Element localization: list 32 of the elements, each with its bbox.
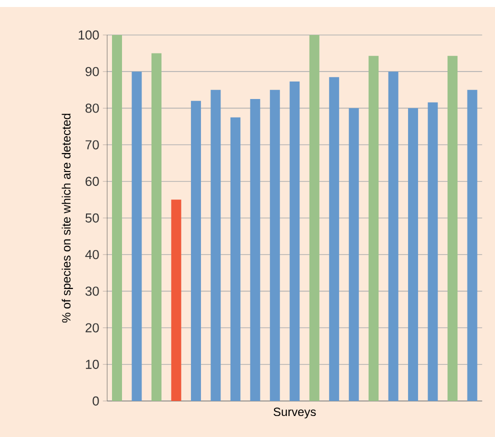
bar bbox=[132, 72, 142, 401]
bar bbox=[270, 90, 280, 401]
y-tick-label: 30 bbox=[85, 286, 99, 296]
y-tick-label: 10 bbox=[86, 360, 99, 369]
y-tick-label: 90 bbox=[86, 66, 99, 76]
y-tick-label: 0 bbox=[92, 396, 99, 406]
bar bbox=[348, 108, 359, 401]
y-tick-label: 40 bbox=[85, 250, 99, 260]
bar bbox=[190, 100, 201, 401]
bar bbox=[368, 56, 379, 401]
bar bbox=[388, 72, 398, 401]
y-tick-label: 50 bbox=[85, 213, 99, 223]
bar bbox=[250, 99, 260, 401]
bar bbox=[329, 77, 340, 401]
y-tick-label: 20 bbox=[86, 323, 99, 332]
bar bbox=[467, 90, 478, 401]
bar bbox=[290, 81, 300, 401]
bar bbox=[171, 200, 182, 401]
bar bbox=[309, 34, 320, 401]
bar bbox=[210, 90, 221, 401]
y-tick-label: 60 bbox=[86, 176, 99, 186]
bar bbox=[428, 102, 438, 401]
y-tick-label: 80 bbox=[86, 104, 99, 113]
bar bbox=[151, 53, 162, 401]
x-axis-title: Surveys bbox=[274, 408, 316, 418]
bar bbox=[448, 56, 458, 401]
y-tick-label: 70 bbox=[86, 140, 99, 150]
y-axis-title: % of species on site which are detected bbox=[62, 114, 73, 323]
bar bbox=[230, 117, 240, 401]
bar bbox=[112, 34, 122, 401]
bar bbox=[408, 108, 418, 401]
y-tick-label: 100 bbox=[78, 30, 99, 40]
